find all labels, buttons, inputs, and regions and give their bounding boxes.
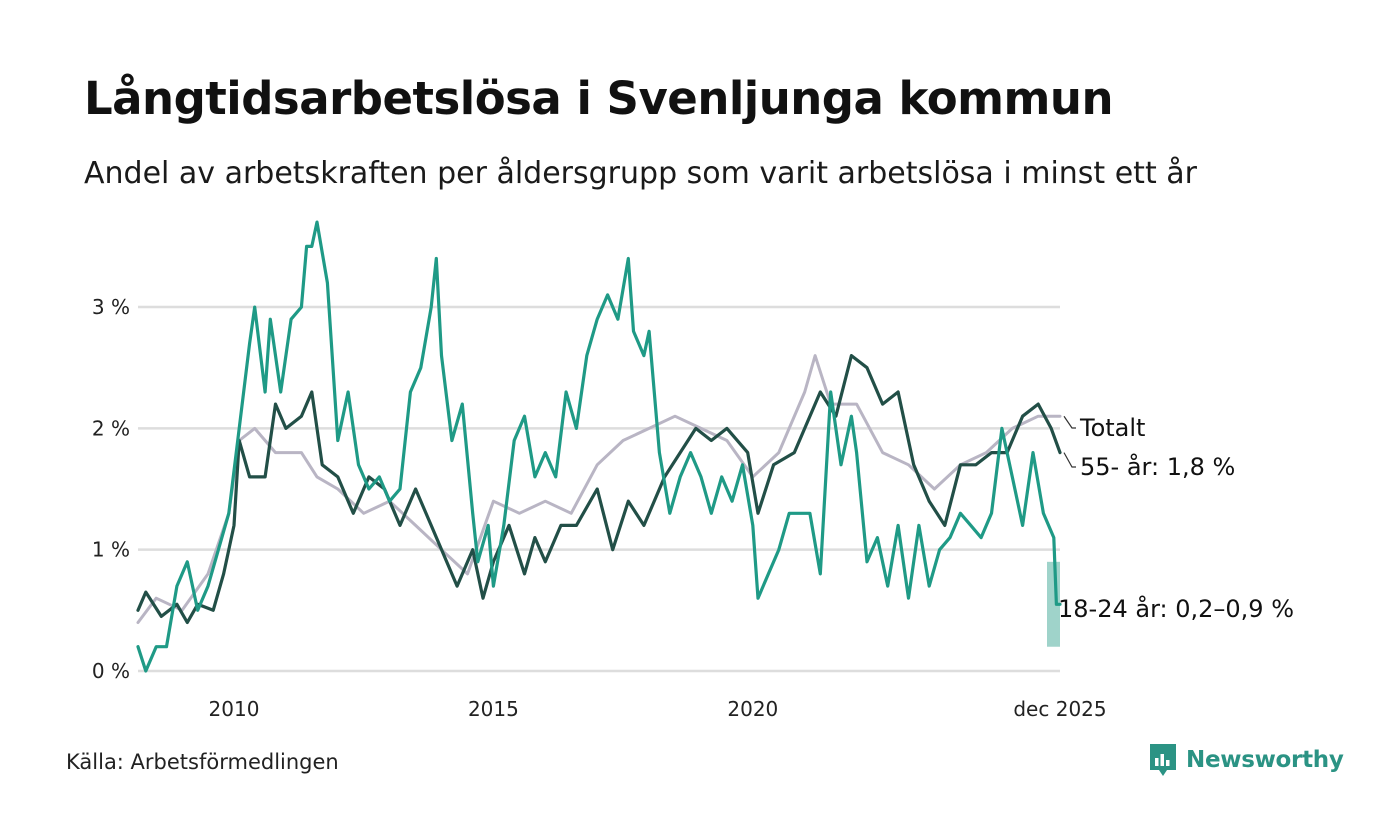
leader-line-total [1063, 415, 1076, 429]
chart-title: Långtidsarbetslösa i Svenljunga kommun [84, 72, 1114, 125]
x-tick-label: 2020 [727, 697, 778, 721]
y-tick-label: 1 % [92, 538, 130, 562]
series-label-total: Totalt [1079, 414, 1145, 442]
brand-name: Newsworthy [1186, 747, 1344, 773]
series-line-total [136, 354, 1062, 624]
y-axis-labels: 0 % 1 % 2 % 3 % [92, 295, 130, 683]
brand-logo[interactable]: Newsworthy [1148, 742, 1344, 778]
x-tick-label: dec 2025 [1013, 697, 1106, 721]
series-line-age55 [136, 354, 1062, 625]
x-tick-label: 2015 [468, 697, 519, 721]
series-lines [136, 220, 1062, 673]
source-note: Källa: Arbetsförmedlingen [66, 750, 339, 774]
chart-subtitle: Andel av arbetskraften per åldersgrupp s… [84, 156, 1197, 191]
leader-line-age55 [1063, 452, 1076, 468]
x-tick-label: 2010 [209, 697, 260, 721]
y-tick-label: 2 % [92, 416, 130, 440]
y-tick-label: 0 % [92, 659, 130, 683]
series-label-age18_24: 18-24 år: 0,2–0,9 % [1058, 594, 1294, 623]
series-line-age18_24 [136, 220, 1062, 673]
x-axis-labels: 2010 2015 2020 dec 2025 [209, 697, 1107, 721]
y-tick-label: 3 % [92, 295, 130, 319]
newsworthy-icon [1150, 744, 1176, 776]
series-labels: Totalt 55- år: 1,8 % 18-24 år: 0,2–0,9 % [1058, 414, 1294, 623]
series-label-age55: 55- år: 1,8 % [1080, 452, 1235, 481]
